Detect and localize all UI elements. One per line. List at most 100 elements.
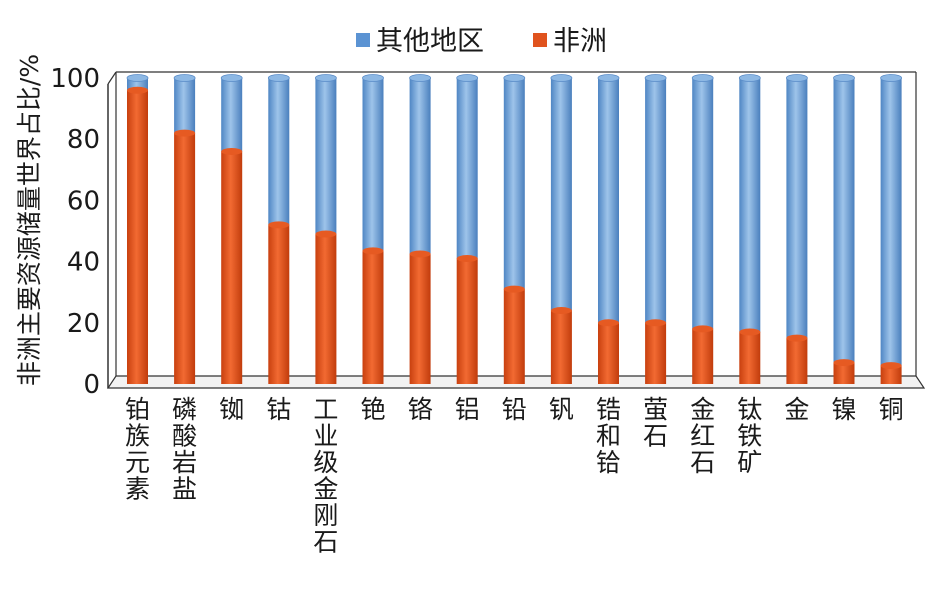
bar-cap-africa xyxy=(739,328,761,336)
bar-cap-africa xyxy=(221,147,243,155)
bar-cap-top xyxy=(456,74,479,82)
bar-cap-africa xyxy=(880,362,902,370)
bar-cap-africa xyxy=(409,250,431,258)
bar-cap-top xyxy=(833,74,855,82)
bar-segment-africa xyxy=(550,310,572,384)
y-tick-label: 20 xyxy=(67,309,100,339)
bar-segment-africa xyxy=(833,362,855,384)
y-tick-label: 40 xyxy=(67,248,100,278)
x-category-label: 铷 xyxy=(219,395,244,424)
bar-segment-africa xyxy=(174,133,196,384)
bar-segment-africa xyxy=(409,253,431,384)
bar-segment-other-regions xyxy=(456,78,478,259)
bar-cap-top xyxy=(597,74,620,82)
bar-segment-africa xyxy=(880,365,902,384)
bar-segment-africa xyxy=(786,338,808,384)
x-category-label: 锆和铪 xyxy=(596,395,621,477)
legend-label-other-regions: 其他地区 xyxy=(376,26,484,57)
x-category-label: 铯 xyxy=(360,395,385,424)
bar-cap-africa xyxy=(598,319,619,327)
bar-segment-other-regions xyxy=(268,78,290,225)
bar-segment-africa xyxy=(268,224,290,384)
bar-cap-top xyxy=(738,74,761,82)
bar-cap-africa xyxy=(645,319,667,327)
y-tick-label: 0 xyxy=(83,370,100,400)
y-tick-label: 100 xyxy=(50,64,100,94)
x-axis-labels: 铂族元素磷酸岩盐铷钴工业级金刚石铯铬铝铅钒锆和铪萤石金红石钛铁矿金镍铜 xyxy=(125,395,904,557)
x-category-label: 钴 xyxy=(266,395,291,424)
bar-segment-africa xyxy=(598,322,619,384)
legend-swatch-other-regions xyxy=(356,33,370,47)
x-category-label: 工业级金刚石 xyxy=(313,395,338,557)
bar-segment-other-regions xyxy=(692,78,714,329)
bar-segment-africa xyxy=(645,322,667,384)
bar-cap-africa xyxy=(315,230,337,238)
bar-segment-other-regions xyxy=(221,78,243,152)
bar-segment-other-regions xyxy=(409,78,431,254)
x-category-label: 钛铁矿 xyxy=(737,395,762,477)
y-tick-label: 60 xyxy=(67,186,100,216)
x-category-label: 铂族元素 xyxy=(125,395,150,504)
bar-cap-africa xyxy=(127,86,148,94)
bar-segment-other-regions xyxy=(645,78,667,323)
x-category-label: 铅 xyxy=(502,395,527,424)
top-left-corner-edge xyxy=(107,71,117,85)
bar-segment-other-regions xyxy=(786,78,808,339)
bar-cap-africa xyxy=(786,334,808,342)
x-category-label: 磷酸岩盐 xyxy=(172,395,197,504)
bar-segment-africa xyxy=(315,234,337,384)
y-tick-label: 80 xyxy=(67,125,100,155)
bar-cap-top xyxy=(314,74,337,82)
x-category-label: 铜 xyxy=(879,395,904,424)
bar-segment-other-regions xyxy=(174,78,196,134)
x-category-label: 镍 xyxy=(831,395,856,424)
legend: 其他地区 非洲 xyxy=(356,26,607,57)
x-category-label: 萤石 xyxy=(643,395,668,451)
bar-segment-africa xyxy=(362,250,384,384)
bar-cap-top xyxy=(880,74,902,82)
x-category-label: 金红石 xyxy=(690,395,715,477)
legend-label-africa: 非洲 xyxy=(553,26,607,57)
bar-cap-africa xyxy=(174,129,196,137)
legend-swatch-africa xyxy=(533,33,547,47)
bar-cap-africa xyxy=(550,307,572,315)
bar-segment-africa xyxy=(221,151,243,384)
x-category-label: 铬 xyxy=(408,395,433,424)
bar-segment-other-regions xyxy=(362,78,384,251)
bar-segment-africa xyxy=(739,331,761,384)
bar-cap-africa xyxy=(456,255,478,263)
bar-cap-top xyxy=(409,74,432,82)
bar-group xyxy=(126,74,902,385)
y-axis-ticks: 0 20 40 60 80 100 xyxy=(50,64,100,400)
bar-cap-africa xyxy=(833,359,855,367)
bar-segment-africa xyxy=(503,289,525,384)
bar-segment-other-regions xyxy=(880,78,902,366)
bar-cap-top xyxy=(220,74,243,82)
bar-cap-top xyxy=(691,74,714,82)
bar-cap-africa xyxy=(362,247,384,255)
bar-cap-africa xyxy=(692,325,714,333)
bar-cap-top xyxy=(267,74,290,82)
bar-segment-africa xyxy=(692,328,714,384)
bar-cap-africa xyxy=(268,221,290,229)
bar-segment-africa xyxy=(127,90,148,385)
bar-segment-other-regions xyxy=(598,78,619,323)
bar-segment-other-regions xyxy=(739,78,761,332)
bar-cap-top xyxy=(362,74,384,82)
x-category-label: 铝 xyxy=(455,395,480,424)
x-category-label: 金 xyxy=(784,395,809,424)
y-axis-title: 非洲主要资源储量世界占比/% xyxy=(15,54,44,386)
bar-segment-other-regions xyxy=(315,78,337,235)
bar-cap-top xyxy=(503,74,526,82)
bar-cap-top xyxy=(126,74,149,82)
bar-segment-other-regions xyxy=(503,78,525,290)
bar-segment-other-regions xyxy=(833,78,855,363)
bar-cap-top xyxy=(786,74,808,82)
bar-segment-other-regions xyxy=(550,78,572,311)
bar-cap-top xyxy=(550,74,573,82)
bar-segment-africa xyxy=(456,258,478,384)
bar-cap-africa xyxy=(503,285,525,293)
bar-cap-top xyxy=(644,74,667,82)
x-category-label: 钒 xyxy=(549,395,574,424)
